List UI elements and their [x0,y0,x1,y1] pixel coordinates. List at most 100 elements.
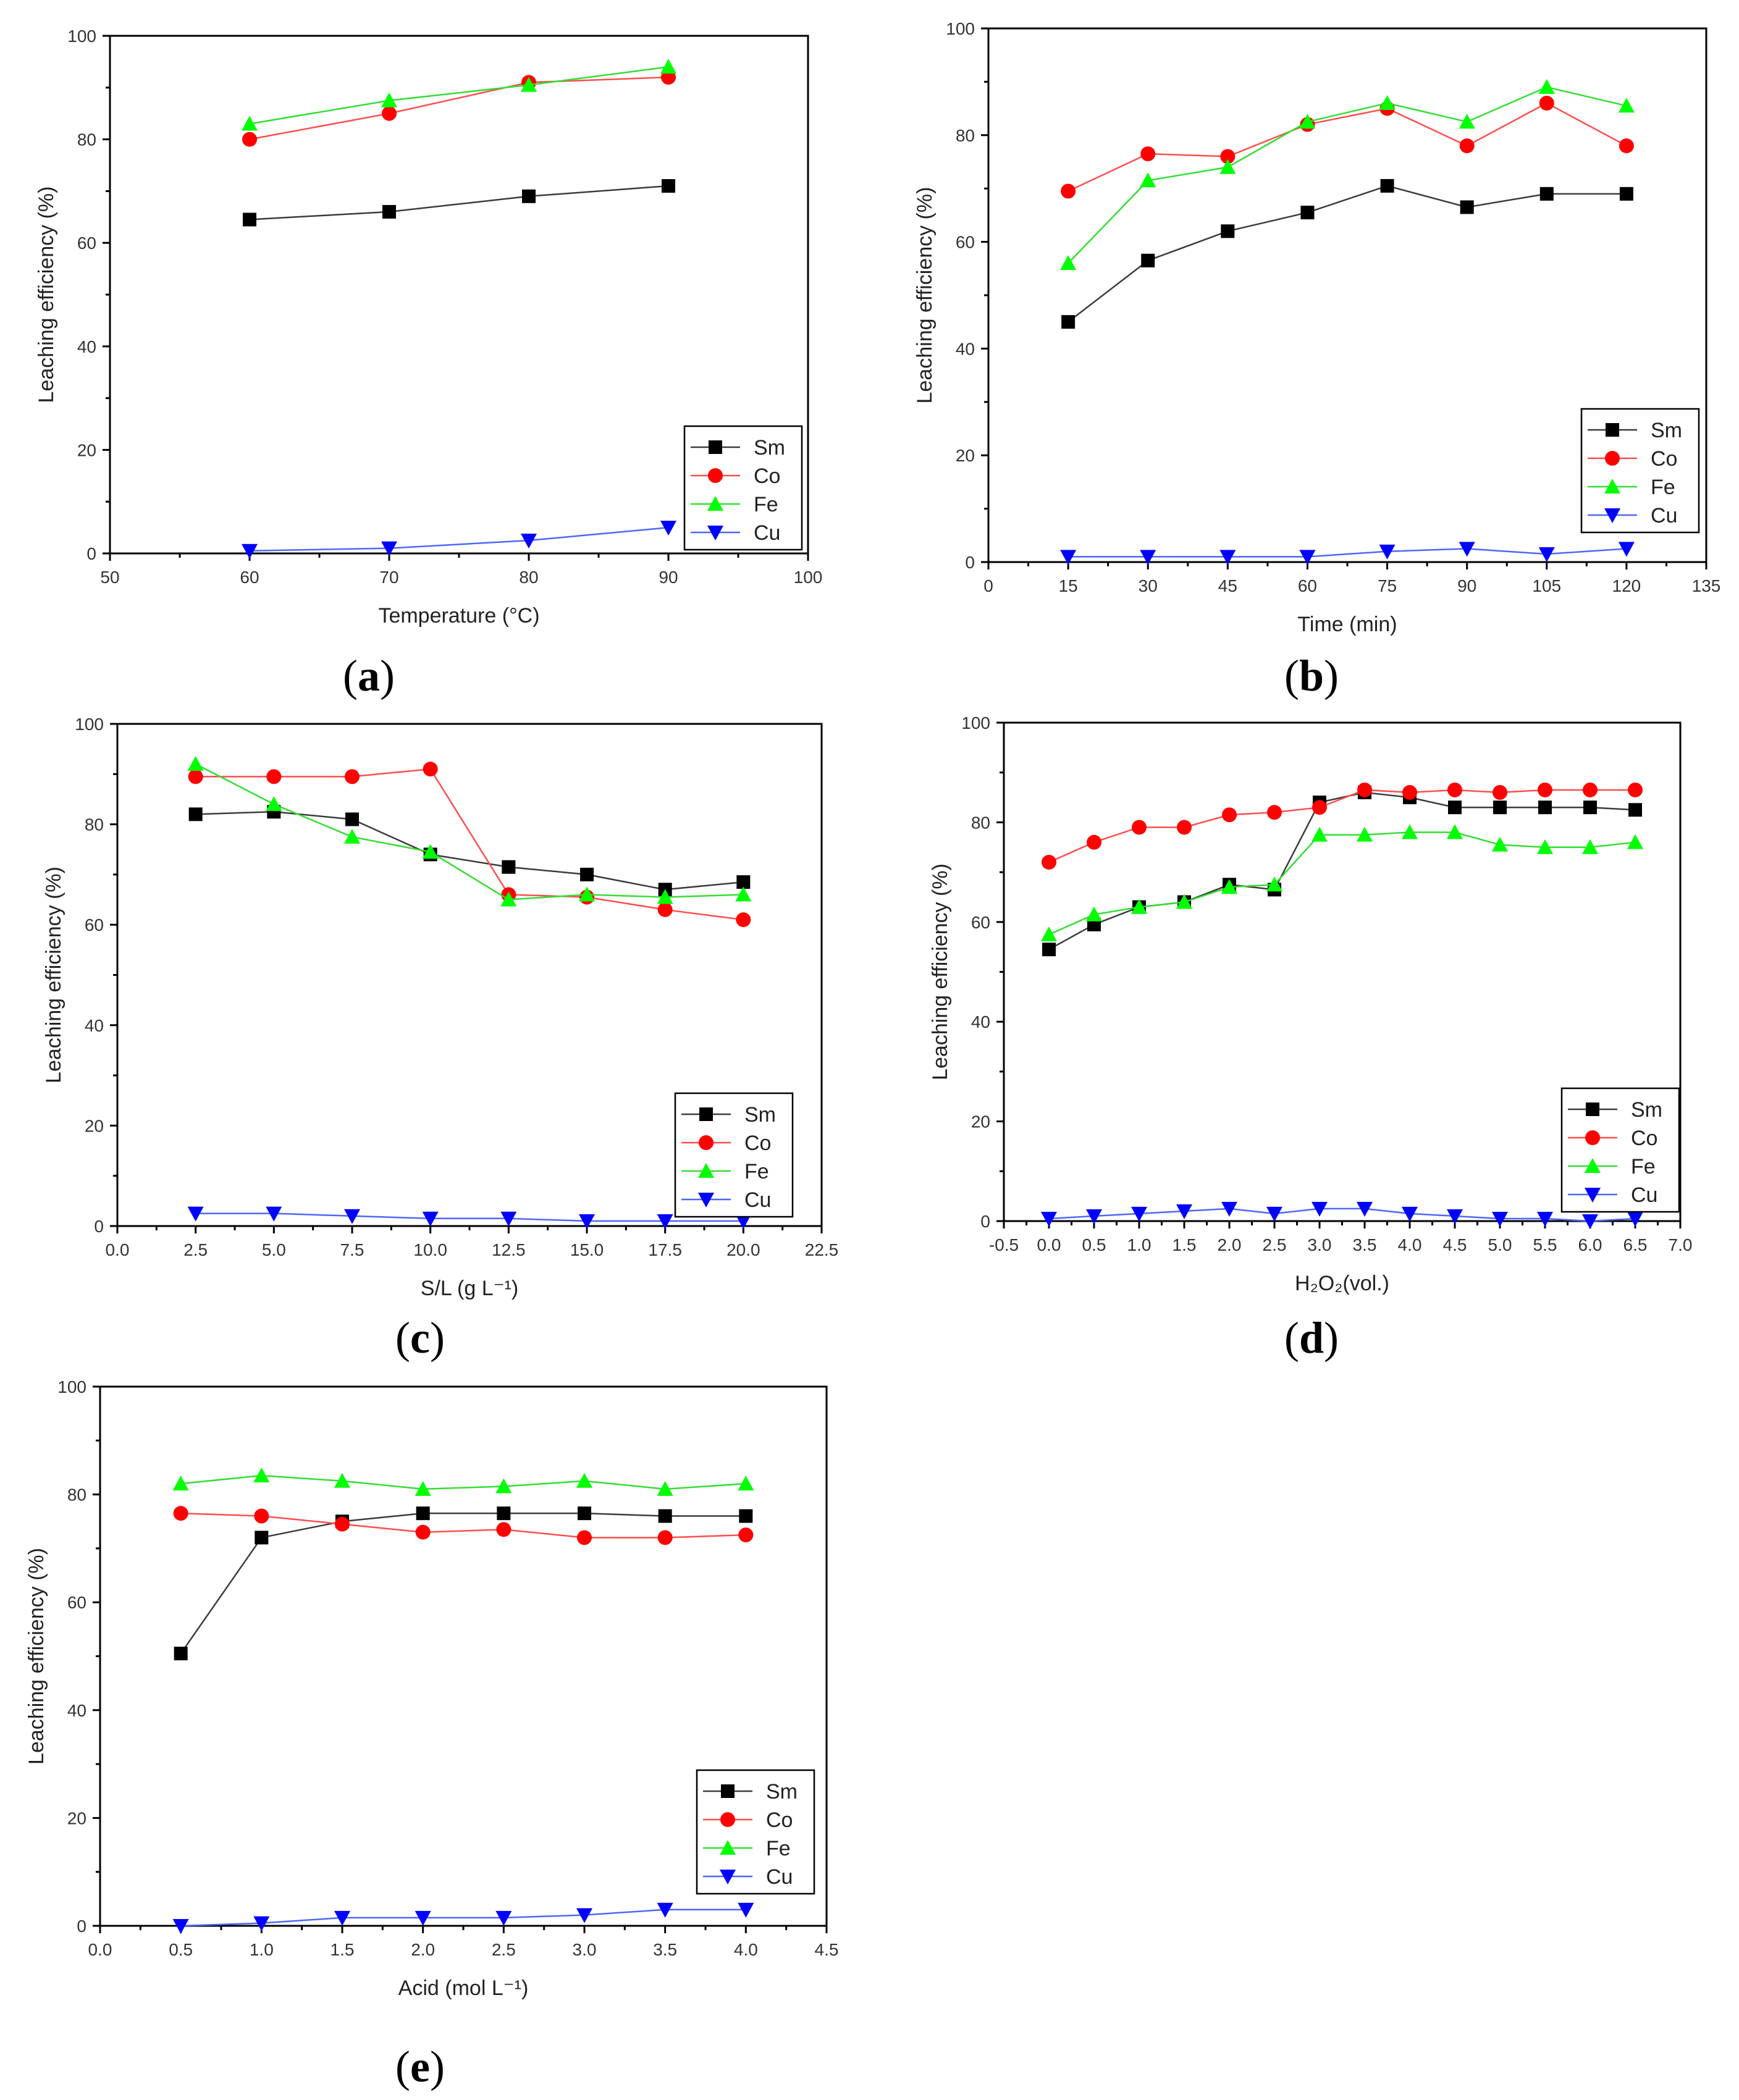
series-line-fe [1048,831,1636,936]
data-point-cu [1447,1209,1463,1224]
legend-marker-sm [709,440,722,454]
x-tick-label: 1.5 [331,1940,355,1959]
x-tick-label: 135 [1692,576,1721,595]
data-point-co [1220,149,1236,164]
data-point-sm [502,860,516,874]
legend-marker-cu [698,1193,714,1208]
data-point-cu [344,1209,360,1224]
x-tick-label: 4.0 [1398,1235,1422,1254]
data-point-cu [422,1211,439,1227]
data-point-cu [187,1206,204,1222]
y-tick-label: 60 [67,1593,86,1612]
data-point-sm [1628,803,1642,817]
y-tick-label: 0 [980,1212,990,1231]
data-point-cu [1060,550,1077,565]
data-point-fe [1299,114,1316,129]
panel-label: (d) [1284,1313,1339,1363]
data-point-fe [576,1472,592,1488]
y-tick-label: 40 [971,1012,990,1031]
chart-panel-a: 50 60 70 80 90 100 0 20 40 60 80 100 Temperature (°C… [35,27,822,700]
data-point-fe [415,1480,431,1496]
data-point-cu [172,1919,189,1934]
legend-label-co: Co [754,464,780,488]
data-point-fe [334,1472,350,1488]
data-point-fe [253,1468,270,1483]
legend-marker-fe [1604,479,1620,494]
data-point-fe [1538,79,1555,94]
series-line-fe [249,66,669,125]
y-tick-label: 20 [85,1116,104,1135]
data-point-cu [1266,1206,1282,1222]
series-line-fe [1067,86,1627,264]
chart-panel-c: 0.0 2.5 5.0 7.5 10.0 12.5 15.0 17.5 20.0 22.5 0 20 4… [42,715,838,1363]
data-point-cu [266,1206,282,1222]
x-tick-label: 5.0 [1488,1235,1512,1254]
y-tick-label: 80 [85,815,104,834]
y-tick-label: 20 [67,1808,86,1828]
x-tick-label: 7.0 [1669,1235,1693,1254]
data-point-fe [657,1480,673,1496]
data-point-cu [657,1902,673,1918]
data-point-fe [187,756,204,771]
y-axis-title: Leaching efficiency (%) [25,1548,48,1765]
data-point-co [1177,820,1192,835]
x-tick-label: 15 [1059,576,1078,595]
data-point-fe [1618,98,1635,113]
data-point-fe [1379,94,1396,110]
data-point-fe [1492,836,1508,852]
chart-panel-d: -0.5 0.0 0.5 1.0 1.5 2.0 2.5 3.0 3.5 4.0 4.5 5.0 5.5… [928,713,1692,1363]
data-point-co [1357,782,1372,797]
data-point-sm [522,189,536,203]
data-point-fe [1041,926,1057,941]
legend-label-fe: Fe [766,1837,791,1860]
y-tick-label: 60 [85,915,104,934]
y-tick-label: 100 [961,713,990,733]
legend-label-co: Co [1651,447,1677,471]
x-tick-label: 12.5 [492,1240,526,1259]
x-axis-title: Acid (mol L⁻¹) [398,1976,529,2000]
y-axis-title: Leaching efficiency (%) [35,187,58,403]
data-point-sm [1221,224,1235,238]
data-point-co [657,1530,673,1545]
data-point-co [657,902,673,917]
data-point-cu [1537,1211,1553,1227]
y-tick-label: 40 [956,339,975,358]
x-tick-label: 5.0 [262,1240,286,1259]
y-tick-label: 0 [94,1217,104,1236]
legend-label-sm: Sm [1631,1098,1662,1122]
data-point-cu [1140,550,1156,565]
y-tick-label: 80 [971,813,990,832]
series-line-fe [180,1474,746,1490]
legend-label-co: Co [1631,1127,1657,1150]
data-point-fe [1357,826,1373,842]
x-tick-label: 4.5 [1443,1235,1467,1254]
series-line-fe [195,763,744,901]
series-line-sm [195,811,744,891]
x-tick-label: 105 [1532,576,1561,595]
y-tick-label: 20 [77,440,96,460]
legend-label-sm: Sm [766,1780,798,1804]
x-tick-label: 0.0 [1037,1235,1061,1254]
y-tick-label: 80 [77,130,96,149]
chart-panel-e: 0.0 0.5 1.0 1.5 2.0 2.5 3.0 3.5 4.0 4.5 0 20 40 60 80 1… [25,1377,838,2091]
data-point-fe [1060,255,1077,271]
data-point-co [266,769,282,784]
x-tick-label: 30 [1139,576,1158,595]
legend-label-co: Co [766,1808,793,1832]
x-tick-label: 2.5 [1263,1235,1287,1254]
data-point-sm [736,875,751,889]
x-tick-label: 0.5 [1082,1235,1106,1254]
x-tick-label: 60 [240,568,259,587]
data-point-sm [255,1531,269,1545]
data-point-co [423,762,438,777]
x-tick-label: 75 [1378,576,1397,595]
y-tick-label: 40 [85,1016,104,1035]
data-point-cu [1041,1211,1057,1227]
x-tick-label: 3.5 [1353,1235,1377,1254]
data-point-fe [242,116,258,131]
chart-panel-b: 0 15 30 45 60 75 90 105 120 135 0 20 40 60 80 100 Time (… [913,19,1720,700]
x-tick-label: 80 [519,568,538,587]
data-point-co [188,769,203,784]
data-point-co [1042,854,1056,870]
y-tick-label: 100 [67,27,96,46]
